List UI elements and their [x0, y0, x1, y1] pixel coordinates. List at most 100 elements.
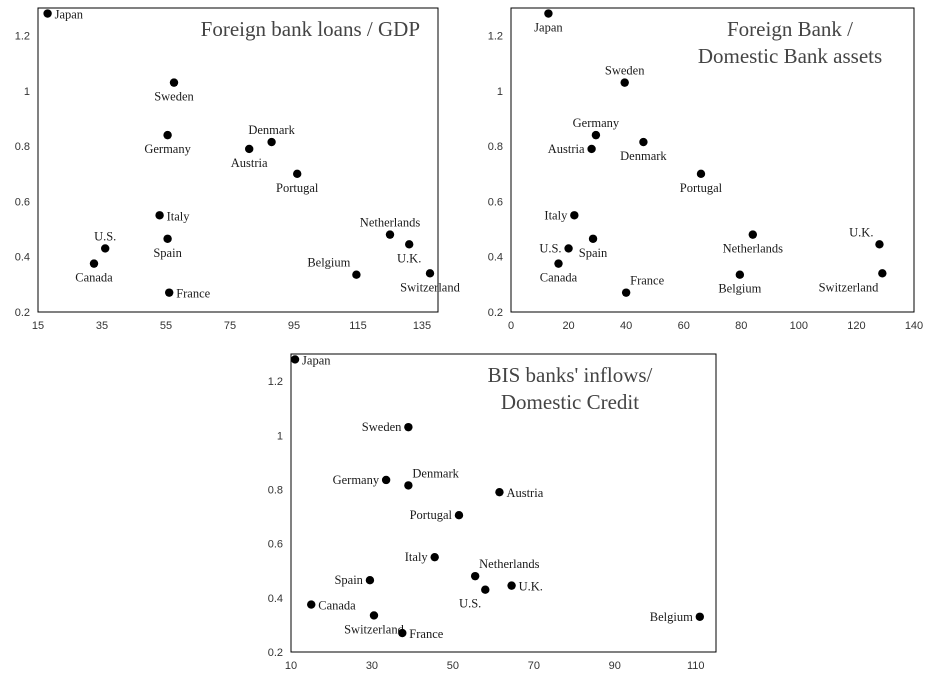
data-point-denmark — [639, 137, 648, 147]
point-label-u-s: U.S. — [459, 597, 481, 611]
point-label-belgium: Belgium — [650, 610, 693, 624]
data-point-italy — [430, 552, 439, 562]
y-tick-label: 1 — [497, 86, 503, 98]
data-point-netherlands — [470, 571, 480, 581]
data-point-u-k — [507, 581, 516, 590]
point-label-u-s: U.S. — [539, 241, 561, 255]
point-label-netherlands: Netherlands — [723, 242, 784, 256]
point-label-spain: Spain — [153, 246, 182, 260]
panel-foreign-bank-loans-gdp: 15 35 55 75 95 115 135 0.2 0.4 0.6 0.8 1 1.2 Foreign … — [15, 7, 461, 332]
point-label-denmark: Denmark — [620, 149, 667, 163]
point-label-austria: Austria — [231, 156, 268, 170]
point-label-japan: Japan — [302, 353, 331, 367]
x-tick-label: 15 — [32, 320, 44, 332]
point-label-austria: Austria — [548, 142, 585, 156]
x-tick-label: 110 — [687, 660, 705, 672]
data-point-switzerland — [878, 269, 887, 278]
data-point-portugal — [454, 510, 464, 520]
point-label-germany: Germany — [333, 473, 380, 487]
point-label-netherlands: Netherlands — [479, 557, 540, 571]
chart-title: Foreign Bank / — [727, 17, 853, 41]
chart-title: Domestic Bank assets — [698, 44, 882, 68]
point-label-japan: Japan — [534, 21, 563, 35]
y-tick-label: 0.6 — [268, 539, 283, 551]
data-point-denmark — [267, 137, 276, 147]
y-tick-label: 0.8 — [268, 484, 283, 496]
point-label-switzerland: Switzerland — [344, 622, 404, 636]
point-label-netherlands: Netherlands — [360, 216, 421, 230]
point-label-france: France — [630, 274, 664, 288]
data-point-portugal — [696, 169, 706, 179]
point-label-u-s: U.S. — [94, 229, 116, 243]
plot-frame — [290, 353, 717, 653]
data-point-austria — [495, 487, 504, 497]
point-label-u-k: U.K. — [849, 225, 873, 239]
x-tick-label: 140 — [905, 320, 923, 332]
data-point-sweden — [169, 78, 179, 87]
point-label-canada: Canada — [318, 599, 356, 613]
x-tick-label: 40 — [620, 320, 632, 332]
y-tick-label: 1.2 — [15, 31, 30, 43]
data-point-switzerland — [369, 611, 379, 620]
y-tick-label: 1 — [24, 86, 30, 98]
point-label-switzerland: Switzerland — [819, 280, 879, 294]
x-tick-label: 90 — [609, 660, 621, 672]
panel-bis-inflows-domestic-credit: 10 30 50 70 90 110 0.2 0.4 0.6 0.8 1 1.2 BIS banks' … — [268, 353, 717, 672]
point-label-u-k: U.K. — [397, 251, 421, 265]
plot-frame — [37, 7, 439, 313]
x-tick-label: 75 — [224, 320, 236, 332]
point-label-germany: Germany — [144, 142, 191, 156]
point-label-japan: Japan — [55, 8, 84, 22]
data-point-netherlands — [748, 230, 757, 239]
point-label-spain: Spain — [579, 246, 608, 260]
point-label-france: France — [409, 627, 443, 641]
data-point-u-k — [875, 240, 884, 249]
data-point-netherlands — [385, 230, 395, 239]
point-label-u-k: U.K. — [519, 580, 543, 594]
data-point-canada — [307, 600, 316, 609]
y-tick-label: 0.2 — [268, 647, 283, 659]
data-point-germany — [163, 130, 172, 140]
data-point-denmark — [404, 481, 413, 490]
point-label-belgium: Belgium — [307, 256, 350, 270]
data-point-sweden — [404, 422, 413, 432]
point-label-austria: Austria — [506, 486, 543, 500]
point-label-sweden: Sweden — [605, 64, 645, 78]
point-label-denmark: Denmark — [412, 466, 459, 480]
x-tick-label: 120 — [847, 320, 865, 332]
point-label-sweden: Sweden — [362, 420, 402, 434]
x-tick-label: 35 — [96, 320, 108, 332]
point-label-portugal: Portugal — [276, 181, 319, 195]
data-point-canada — [554, 259, 563, 268]
data-point-france — [165, 288, 174, 297]
y-tick-label: 0.4 — [488, 252, 503, 264]
x-tick-label: 115 — [349, 320, 367, 332]
point-label-germany: Germany — [573, 116, 620, 130]
data-point-u-k — [405, 240, 414, 249]
x-tick-label: 135 — [413, 320, 431, 332]
chart-title: Domestic Credit — [501, 390, 639, 414]
point-label-denmark: Denmark — [248, 123, 295, 137]
point-label-belgium: Belgium — [718, 282, 761, 296]
x-tick-label: 55 — [160, 320, 172, 332]
data-point-germany — [381, 475, 391, 485]
data-point-spain — [588, 234, 598, 243]
y-tick-label: 0.6 — [15, 196, 30, 208]
data-point-spain — [163, 234, 172, 243]
point-label-sweden: Sweden — [154, 90, 194, 104]
data-point-germany — [591, 130, 601, 140]
data-point-belgium — [695, 612, 705, 621]
point-label-italy: Italy — [405, 550, 429, 564]
x-tick-label: 100 — [790, 320, 808, 332]
point-label-spain: Spain — [334, 573, 363, 587]
data-point-u-s — [564, 244, 573, 253]
point-label-italy: Italy — [544, 208, 568, 222]
y-tick-label: 0.4 — [268, 593, 283, 605]
data-point-u-s — [481, 585, 490, 594]
data-point-belgium — [352, 270, 361, 279]
y-tick-label: 1.2 — [488, 31, 503, 43]
data-point-italy — [155, 211, 164, 220]
y-tick-label: 0.6 — [488, 196, 503, 208]
point-label-italy: Italy — [167, 209, 191, 223]
